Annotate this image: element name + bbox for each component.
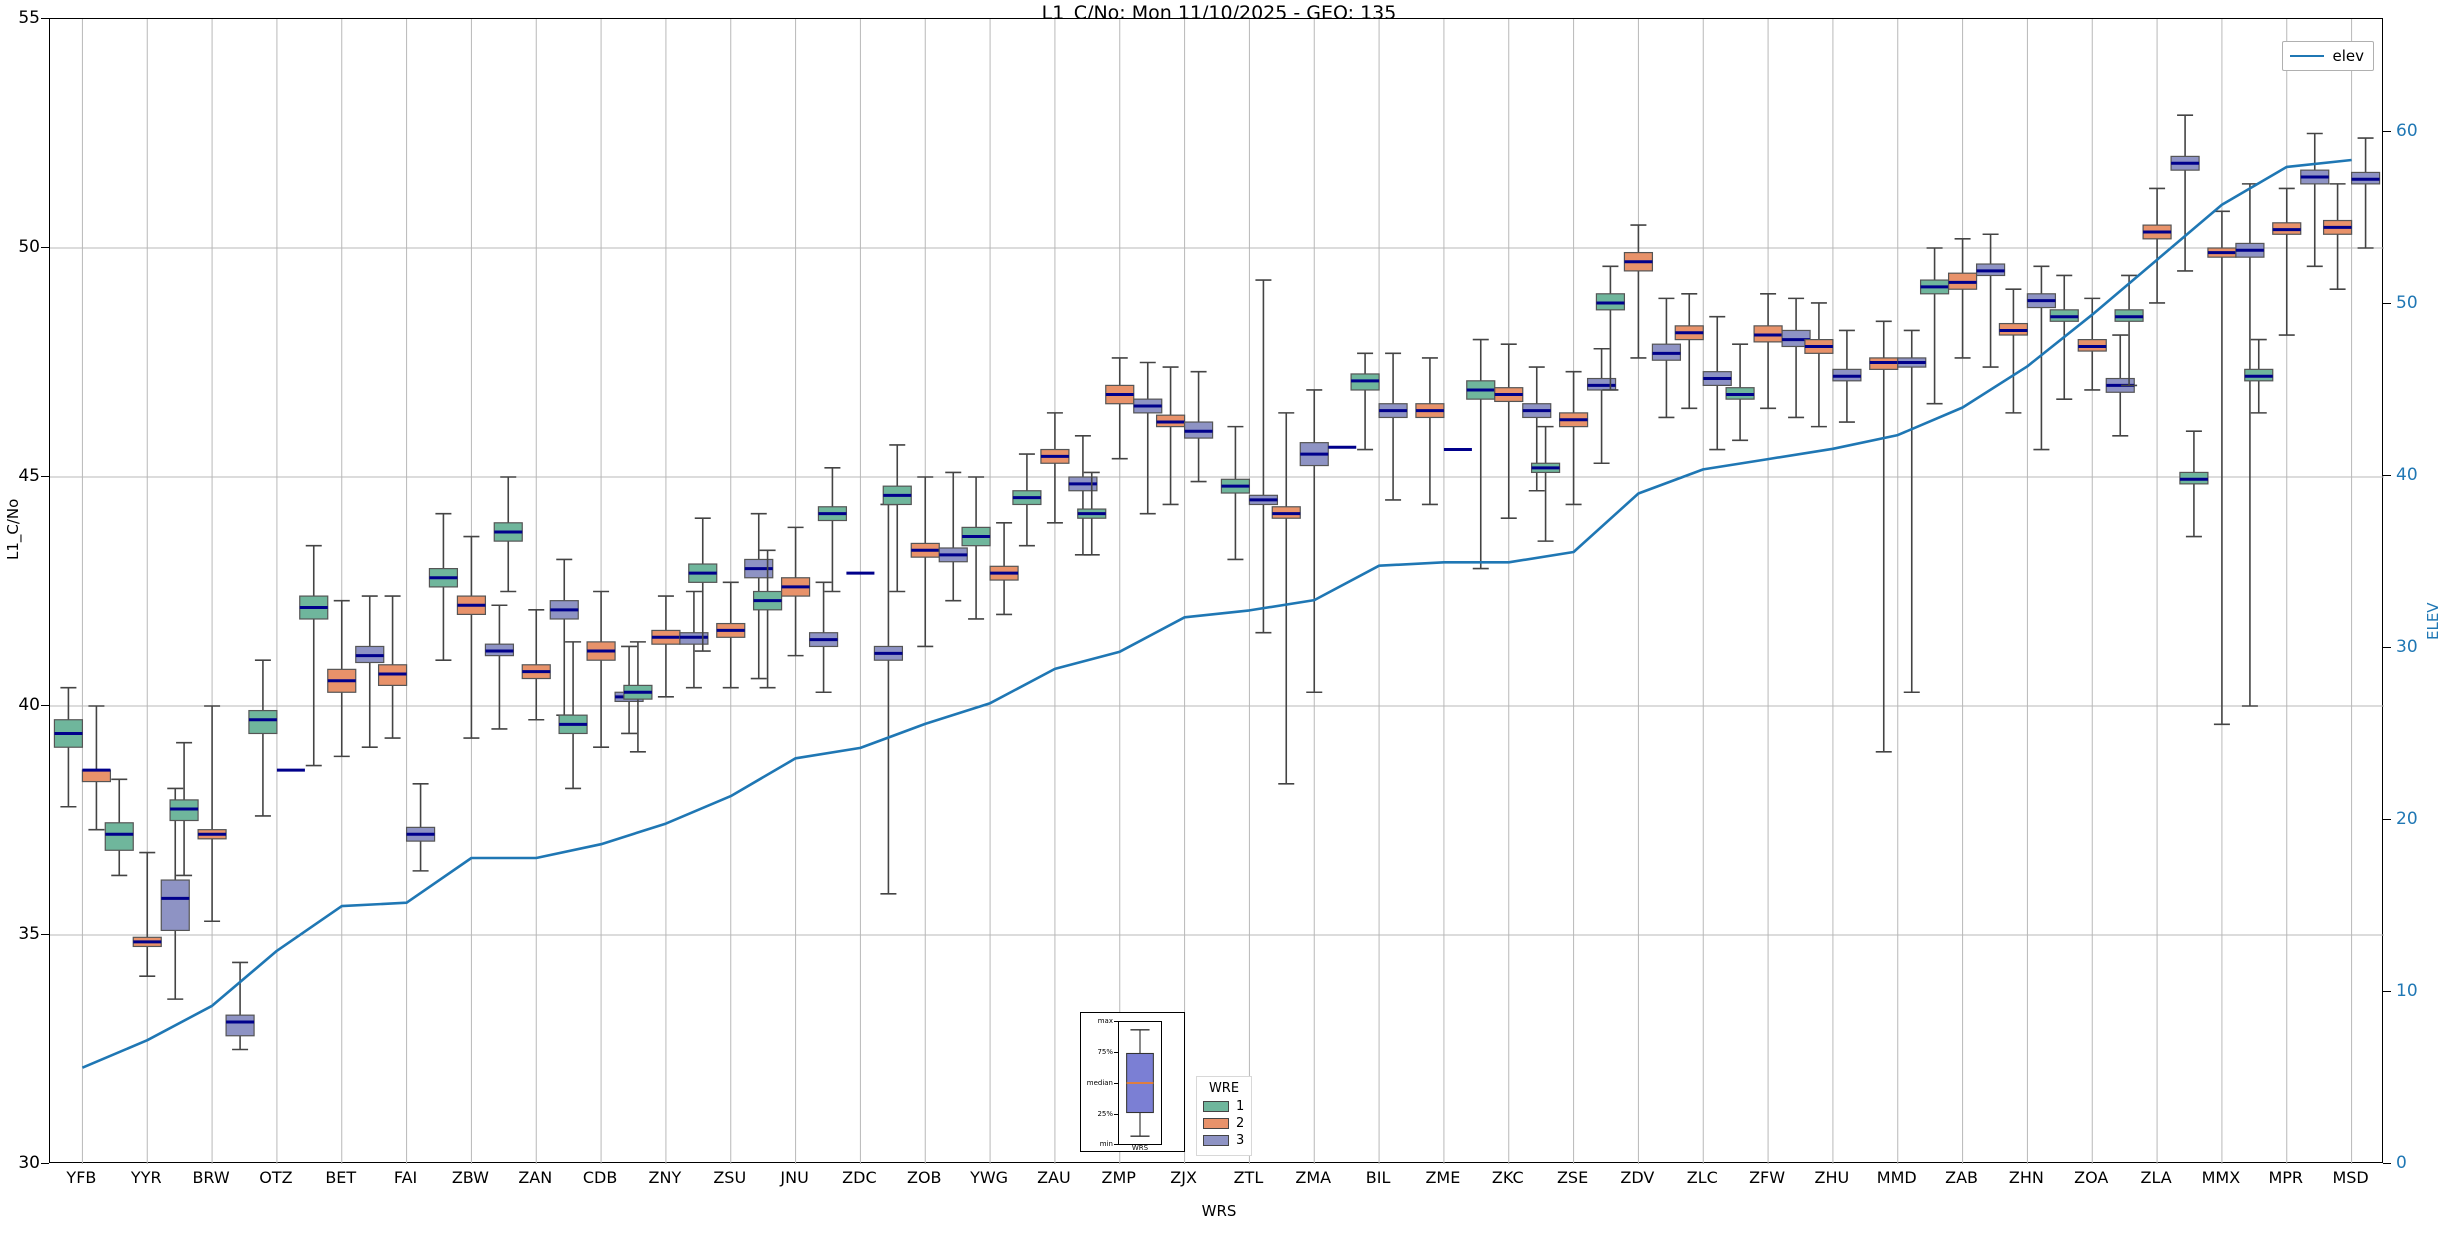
x-tick-label-fai: FAI — [393, 1168, 418, 1187]
x-tick-label-zjx: ZJX — [1170, 1168, 1197, 1187]
x-tick-label-zhn: ZHN — [2008, 1168, 2044, 1187]
legend-wre-swatch — [1203, 1135, 1229, 1146]
x-tick-label-zan: ZAN — [518, 1168, 553, 1187]
y-tick-mark — [41, 1163, 49, 1164]
y-tick-label: 50 — [18, 237, 40, 257]
boxplot-key-tick-label: max — [1097, 1017, 1113, 1025]
plot-area: elev — [49, 18, 2384, 1164]
y2-tick-label: 0 — [2396, 1153, 2407, 1173]
x-tick-label-zbw: ZBW — [451, 1168, 489, 1187]
x-tick-label-zoa: ZOA — [2074, 1168, 2109, 1187]
legend-wre-item-label: 3 — [1236, 1133, 1245, 1148]
y-tick-mark — [41, 705, 49, 706]
boxplot-key-glyph — [1126, 1029, 1154, 1137]
x-tick-label-mmx: MMX — [2201, 1168, 2241, 1187]
legend-wre[interactable]: WRE 1 2 3 — [1196, 1076, 1252, 1156]
x-tick-label-msd: MSD — [2332, 1168, 2369, 1187]
y2-tick-label: 40 — [2396, 465, 2418, 486]
x-tick-label-zlc: ZLC — [1686, 1168, 1718, 1187]
boxplot-key-tick-mark — [1114, 1114, 1118, 1115]
legend-elev-label: elev — [2332, 47, 2364, 65]
x-tick-label-bil: BIL — [1365, 1168, 1391, 1187]
x-axis-title: WRS — [1201, 1202, 1237, 1220]
y-tick-label: 30 — [18, 1153, 40, 1173]
elev-line-swatch — [2290, 54, 2325, 58]
x-tick-label-zsu: ZSU — [713, 1168, 747, 1187]
x-tick-label-zkc: ZKC — [1491, 1168, 1524, 1187]
boxplot-key-tick-label: 25% — [1097, 1110, 1113, 1118]
x-tick-label-mmd: MMD — [1876, 1168, 1917, 1187]
y-tick-mark — [41, 247, 49, 248]
x-tick-label-zab: ZAB — [1945, 1168, 1979, 1187]
y2-tick-label: 10 — [2396, 981, 2418, 1002]
x-tick-label-zla: ZLA — [2140, 1168, 2172, 1187]
x-tick-label-zse: ZSE — [1556, 1168, 1589, 1187]
y2-tick-mark — [2383, 819, 2391, 821]
legend-wre-item-2[interactable]: 2 — [1203, 1116, 1245, 1131]
legend-wre-item-3[interactable]: 3 — [1203, 1133, 1245, 1148]
legend-wre-item-label: 1 — [1236, 1099, 1245, 1114]
x-tick-label-zme: ZME — [1425, 1168, 1461, 1187]
y-tick-mark — [41, 934, 49, 935]
boxplot-key-tick-label: 75% — [1097, 1048, 1113, 1056]
gridlines — [50, 19, 2384, 1164]
x-tick-label-yfb: YFB — [66, 1168, 97, 1187]
elev-line-series — [81, 158, 2352, 1069]
legend-elev[interactable]: elev — [2282, 41, 2374, 71]
legend-wre-swatch — [1203, 1101, 1229, 1112]
y2-tick-label: 50 — [2396, 293, 2418, 314]
boxplot-key-tick-mark — [1114, 1021, 1118, 1022]
boxplot-key-frame — [1118, 1021, 1162, 1145]
x-tick-label-cdb: CDB — [582, 1168, 618, 1187]
y-axis-title: L1_C/No — [4, 498, 22, 560]
x-tick-label-bet: BET — [325, 1168, 357, 1187]
x-tick-label-zdv: ZDV — [1620, 1168, 1655, 1187]
y-tick-mark — [41, 18, 49, 19]
x-tick-label-mpr: MPR — [2268, 1168, 2304, 1187]
x-tick-label-zfw: ZFW — [1749, 1168, 1786, 1187]
boxplot-key-tick-label: median — [1086, 1079, 1113, 1087]
boxplot-series — [53, 114, 2381, 1051]
x-tick-label-zob: ZOB — [906, 1168, 942, 1187]
x-tick-label-ywg: YWG — [970, 1168, 1009, 1187]
x-tick-label-zau: ZAU — [1037, 1168, 1071, 1187]
y2-tick-label: 30 — [2396, 637, 2418, 658]
boxplot-key-diagram: max 75% median 25% min WRS — [1080, 1012, 1185, 1152]
y-tick-mark — [41, 476, 49, 477]
boxplot-key-tick-mark — [1114, 1144, 1118, 1145]
legend-wre-swatch — [1203, 1118, 1229, 1129]
y2-tick-mark — [2383, 991, 2391, 993]
y-tick-label: 55 — [18, 8, 40, 28]
x-tick-label-brw: BRW — [192, 1168, 230, 1187]
y2-tick-mark — [2383, 475, 2391, 477]
y2-tick-label: 60 — [2396, 121, 2418, 142]
y-tick-label: 35 — [18, 924, 40, 944]
y2-tick-mark — [2383, 303, 2391, 305]
x-tick-label-jnu: JNU — [780, 1168, 809, 1187]
legend-wre-item-label: 2 — [1236, 1116, 1245, 1131]
y2-tick-mark — [2383, 1163, 2391, 1164]
legend-wre-title: WRE — [1208, 1081, 1240, 1096]
y2-tick-label: 20 — [2396, 809, 2418, 830]
boxplot-key-tick-mark — [1114, 1052, 1118, 1053]
y2-tick-mark — [2383, 647, 2391, 649]
y2-tick-mark — [2383, 131, 2391, 133]
x-tick-label-zma: ZMA — [1295, 1168, 1332, 1187]
y2-axis-title: ELEV — [2424, 602, 2438, 640]
x-tick-label-otz: OTZ — [259, 1168, 293, 1187]
x-tick-label-yyr: YYR — [130, 1168, 162, 1187]
legend-wre-item-1[interactable]: 1 — [1203, 1099, 1245, 1114]
x-tick-label-zhu: ZHU — [1814, 1168, 1850, 1187]
x-tick-label-zny: ZNY — [648, 1168, 682, 1187]
x-tick-label-zdc: ZDC — [842, 1168, 877, 1187]
boxplot-key-tick-mark — [1114, 1083, 1118, 1084]
boxplot-key-tick-label: min — [1099, 1140, 1113, 1148]
x-tick-label-ztl: ZTL — [1233, 1168, 1264, 1187]
boxplot-key-xlabel: WRS — [1131, 1144, 1149, 1152]
y-tick-label: 45 — [18, 466, 40, 486]
x-tick-label-zmp: ZMP — [1101, 1168, 1136, 1187]
y-tick-label: 40 — [18, 695, 40, 715]
